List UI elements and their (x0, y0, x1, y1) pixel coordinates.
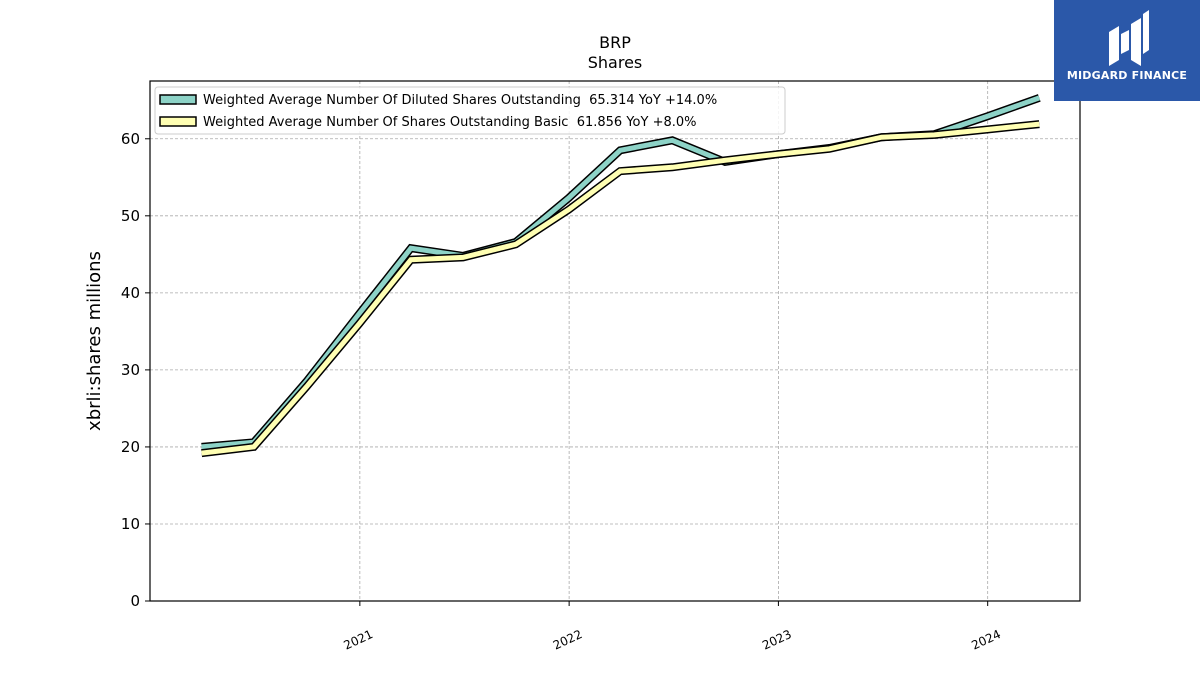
y-tick-label: 20 (121, 438, 140, 456)
logo-mark-icon (1109, 10, 1149, 66)
legend-box (154, 86, 786, 135)
midgard-finance-logo: MIDGARD FINANCE (1054, 0, 1200, 101)
y-tick-label: 30 (121, 361, 140, 379)
y-tick-label: 0 (130, 592, 140, 610)
x-tick-label: 2023 (760, 627, 794, 653)
y-tick-label: 40 (121, 284, 140, 302)
legend-swatch-diluted (159, 94, 197, 105)
x-tick-label: 2024 (969, 627, 1003, 653)
chart-title: BRP (599, 33, 631, 52)
chart-subtitle: Shares (588, 53, 643, 72)
series-line-1 (201, 121, 1040, 456)
series-line-0 (201, 95, 1041, 450)
y-axis: 0 10 20 30 40 50 60 (121, 130, 150, 610)
plot-frame (149, 80, 1081, 602)
legend-swatch-basic (159, 116, 197, 127)
legend-label-basic: Weighted Average Number Of Shares Outsta… (203, 115, 697, 130)
legend-label-diluted: Weighted Average Number Of Diluted Share… (203, 93, 717, 108)
x-axis: 2021 2022 2023 2024 (342, 601, 1003, 653)
grid (150, 81, 1080, 601)
logo-text: MIDGARD FINANCE (1066, 69, 1188, 82)
y-tick-label: 50 (121, 207, 140, 225)
y-tick-label: 60 (121, 130, 140, 148)
x-tick-label: 2021 (342, 627, 376, 653)
x-tick-label: 2022 (551, 627, 585, 653)
legend: Weighted Average Number Of Diluted Share… (154, 86, 786, 135)
series-lines (201, 94, 1041, 458)
y-axis-label: xbrli:shares millions (84, 251, 105, 431)
y-tick-label: 10 (121, 515, 140, 533)
